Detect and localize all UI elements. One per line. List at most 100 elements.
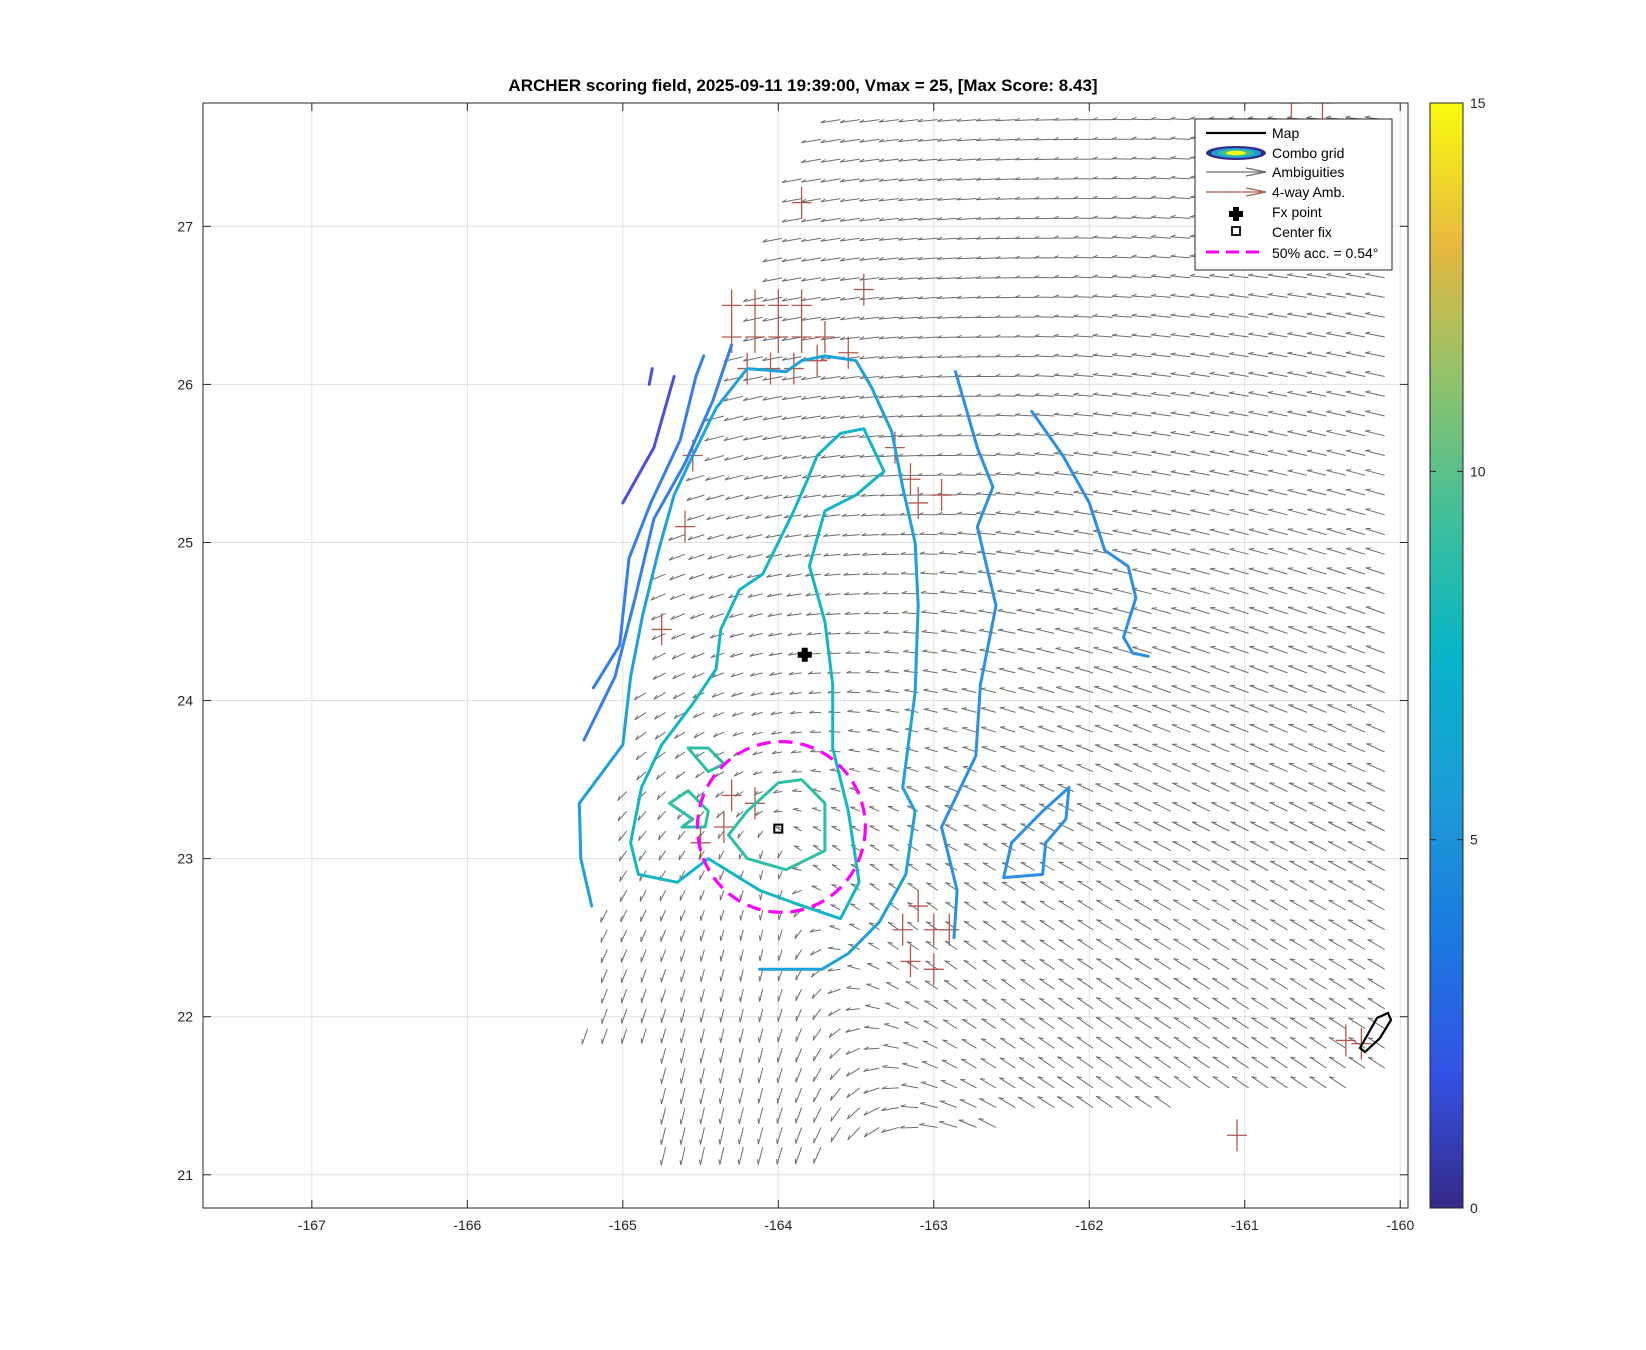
ambiguity-vector <box>1268 547 1288 555</box>
ambiguity-vector <box>1057 1036 1074 1049</box>
ambiguity-vector <box>781 198 802 203</box>
ambiguity-vector <box>1020 959 1036 970</box>
ambiguity-vector <box>801 277 822 282</box>
ambiguity-vector <box>939 1100 958 1109</box>
ambiguity-vector <box>829 1067 841 1081</box>
ambiguity-vector <box>1034 216 1055 220</box>
x-tick-label: -160 <box>1386 1217 1414 1233</box>
ambiguity-vector <box>1365 527 1385 536</box>
ambiguity-vector <box>1191 841 1211 852</box>
ambiguity-vector <box>1345 390 1366 397</box>
ambiguity-vector <box>859 434 880 438</box>
ambiguity-vector <box>1095 783 1113 792</box>
ambiguity-vector <box>1134 1076 1152 1089</box>
ambiguity-vector <box>782 474 802 480</box>
ambiguity-vector <box>731 692 744 698</box>
ambiguity-vector <box>878 217 899 222</box>
ambiguity-vector <box>807 671 822 675</box>
ambiguity-vector <box>1190 704 1210 713</box>
ambiguity-vector <box>1287 332 1307 338</box>
ambiguity-vector <box>1132 665 1152 674</box>
ambiguity-vector <box>801 395 822 400</box>
ambiguity-vector <box>742 336 763 342</box>
ambiguity-vector <box>1001 920 1016 931</box>
ambiguity-vector <box>963 940 977 950</box>
ambiguity-vector <box>999 706 1016 713</box>
ambiguity-vector <box>859 237 880 242</box>
ambiguity-vector <box>1251 1056 1269 1069</box>
ambiguity-vector <box>1346 625 1366 634</box>
ambiguity-vector <box>1018 1076 1036 1089</box>
ambiguity-vector <box>943 766 958 773</box>
ambiguity-vector <box>719 1008 725 1023</box>
ambiguity-vector <box>1325 312 1346 318</box>
ambiguity-vector <box>956 157 977 161</box>
ambiguity-vector <box>1347 978 1366 990</box>
ambiguity-vector <box>1365 469 1385 476</box>
ambiguity-vector <box>1000 784 1016 792</box>
ambiguity-vector <box>847 964 861 970</box>
four-way-cross <box>1281 103 1302 119</box>
ambiguity-vector <box>1015 569 1035 575</box>
ambiguity-vector <box>821 474 841 479</box>
ambiguity-vector <box>995 157 1016 161</box>
ambiguity-vector <box>1133 879 1152 891</box>
ambiguity-vector <box>1288 762 1308 773</box>
ambiguity-vector <box>1001 959 1016 970</box>
ambiguity-vector <box>671 652 686 660</box>
ambiguity-vector <box>904 1001 919 1010</box>
ambiguity-vector <box>1268 684 1288 694</box>
ambiguity-vector <box>820 119 841 124</box>
legend: Map Combo grid Ambiguities 4-way Amb. Fx… <box>1194 118 1393 271</box>
ambiguity-vector <box>759 870 764 880</box>
four-way-cross <box>791 186 812 219</box>
ambiguity-vector <box>1153 938 1172 950</box>
ambiguity-vector <box>1327 860 1347 871</box>
ambiguity-vector <box>1039 978 1055 990</box>
ambiguity-vector <box>1231 938 1249 950</box>
ambiguity-vector <box>686 494 705 502</box>
ambiguity-vector <box>1073 412 1094 417</box>
ambiguity-vector <box>956 472 977 476</box>
ambiguity-vector <box>1154 1095 1172 1109</box>
ambiguity-vector <box>1092 117 1113 121</box>
ambiguity-vector <box>1073 353 1094 358</box>
ambiguity-vector <box>1039 958 1055 970</box>
ambiguity-vector <box>975 334 997 338</box>
ambiguity-vector <box>1211 880 1230 891</box>
ambiguity-vector <box>1230 841 1249 852</box>
ambiguity-vector <box>1058 861 1074 871</box>
ambiguity-vector <box>680 929 686 942</box>
ambiguity-vector <box>882 591 899 595</box>
ambiguity-vector <box>883 630 899 634</box>
ambiguity-vector <box>1249 782 1269 792</box>
ambiguity-vector <box>1212 1056 1230 1069</box>
ambiguity-vector <box>936 335 958 339</box>
ambiguity-vector <box>1058 939 1074 950</box>
ambiguity-vector <box>812 1008 822 1021</box>
y-tick-label: 23 <box>177 851 193 867</box>
ambiguity-vector <box>1111 195 1133 200</box>
ambiguity-vector <box>1210 685 1230 694</box>
ambiguity-vector <box>1306 449 1327 456</box>
ambiguity-vector <box>730 672 744 678</box>
ambiguity-vector <box>1113 724 1133 733</box>
ambiguity-vector <box>1115 1076 1133 1089</box>
ambiguity-vector <box>1267 273 1288 279</box>
ambiguity-vector <box>640 969 647 983</box>
ambiguity-vector <box>801 474 822 479</box>
ambiguity-vector <box>776 1048 783 1063</box>
ambiguity-vector <box>809 729 822 733</box>
ambiguity-vector <box>1210 743 1230 753</box>
ambiguity-vector <box>863 591 880 595</box>
ambiguity-vector <box>1365 429 1385 437</box>
ambiguity-vector <box>962 999 977 1010</box>
ambiguity-vector <box>1038 997 1055 1010</box>
ambiguity-vector <box>812 864 822 871</box>
ambiguity-vector <box>739 929 744 942</box>
legend-label-center-fix: Center fix <box>1272 224 1332 240</box>
score-contour <box>940 370 998 940</box>
ambiguity-vector <box>998 648 1016 654</box>
ambiguity-vector <box>942 1019 958 1030</box>
ambiguity-vector <box>689 613 705 620</box>
